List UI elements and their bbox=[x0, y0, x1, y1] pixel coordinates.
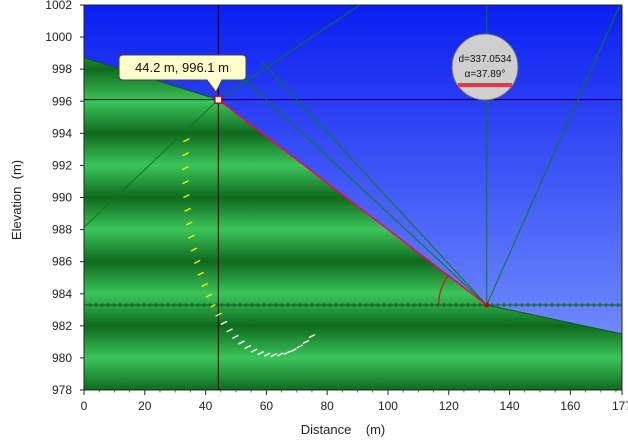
arc-tick bbox=[184, 207, 191, 212]
arc-tick bbox=[250, 348, 258, 353]
x-tick-label: 40 bbox=[199, 399, 213, 413]
arc-tick bbox=[201, 282, 208, 288]
y-tick-label: 1002 bbox=[45, 0, 72, 12]
x-tick-label: 60 bbox=[260, 399, 274, 413]
measurement-widget[interactable]: d=337.0534 α=37.89° bbox=[451, 33, 519, 101]
arc-tick bbox=[232, 334, 239, 339]
arc-tick bbox=[183, 138, 190, 143]
arc-tick bbox=[263, 352, 271, 357]
x-tick-label: 0 bbox=[81, 399, 88, 413]
y-axis-title: Elevation (m) bbox=[9, 160, 24, 240]
arc-tick bbox=[220, 320, 228, 326]
arc-tick bbox=[257, 351, 264, 356]
arc-tick bbox=[215, 312, 222, 317]
arc-tick bbox=[182, 152, 189, 157]
arc-tick bbox=[188, 234, 195, 239]
arc-tick bbox=[244, 344, 252, 350]
arc-tick bbox=[290, 348, 297, 353]
arc-tick bbox=[308, 334, 316, 339]
arc-tick bbox=[276, 352, 284, 357]
sight-line-lower bbox=[239, 74, 488, 306]
arc-tick bbox=[185, 221, 193, 226]
arc-tick bbox=[193, 259, 201, 264]
profile-line bbox=[217, 99, 488, 306]
distance-readout: d=337.0534 bbox=[458, 54, 512, 65]
y-tick-label: 984 bbox=[52, 287, 72, 301]
arc-tick bbox=[182, 166, 189, 171]
y-tick-label: 982 bbox=[52, 319, 72, 333]
arc-tick bbox=[190, 247, 198, 252]
angle-arc bbox=[438, 274, 450, 305]
selected-point-marker[interactable] bbox=[214, 95, 223, 104]
y-tick-label: 992 bbox=[52, 158, 72, 172]
arc-tick bbox=[283, 350, 291, 356]
arc-tick bbox=[183, 193, 190, 199]
x-tick-label: 140 bbox=[500, 399, 520, 413]
x-tick-label: 80 bbox=[320, 399, 334, 413]
arc-tick-marks bbox=[182, 138, 316, 358]
arc-tick bbox=[296, 344, 304, 349]
arc-tick bbox=[205, 293, 213, 298]
callout-text: 44.2 m, 996.1 m bbox=[135, 60, 229, 75]
left-diagonal-guide bbox=[84, 99, 219, 228]
arc-tick bbox=[226, 328, 233, 333]
y-tick-label: 1000 bbox=[45, 30, 72, 44]
baseline-minor-ticks bbox=[84, 302, 619, 307]
y-tick-label: 990 bbox=[52, 191, 72, 205]
y-tick-label: 994 bbox=[52, 126, 72, 140]
measurement-color-bar bbox=[458, 83, 512, 87]
y-tick-label: 980 bbox=[52, 351, 72, 365]
measurement-circle bbox=[451, 33, 519, 101]
x-axis-title: Distance (m) bbox=[301, 422, 386, 437]
x-tick-label: 160 bbox=[560, 399, 580, 413]
x-tick-label: 100 bbox=[378, 399, 398, 413]
y-axis-ticks: 978 980 982 984 986 988 990 992 994 996 998 1000 100… bbox=[45, 0, 84, 397]
x-tick-label: 120 bbox=[439, 399, 459, 413]
y-tick-label: 998 bbox=[52, 62, 72, 76]
point-callout: 44.2 m, 996.1 m bbox=[118, 54, 247, 93]
arc-tick bbox=[197, 271, 205, 276]
x-tick-label: 177 bbox=[612, 399, 628, 413]
y-tick-label: 978 bbox=[52, 383, 72, 397]
callout-box bbox=[118, 54, 247, 93]
arc-tick bbox=[238, 340, 245, 345]
sight-line-upper bbox=[261, 61, 488, 306]
x-axis-ticks: 0 20 40 60 80 100 120 140 160 177 bbox=[81, 390, 628, 413]
upper-diagonal-guide bbox=[218, 5, 361, 101]
arc-tick bbox=[182, 180, 189, 185]
angle-readout: α=37.89° bbox=[465, 69, 506, 80]
arc-tick bbox=[270, 353, 278, 358]
x-tick-label: 20 bbox=[138, 399, 152, 413]
y-tick-label: 986 bbox=[52, 255, 72, 269]
y-tick-label: 996 bbox=[52, 94, 72, 108]
right-diagonal-guide bbox=[486, 5, 621, 306]
target-point-marker[interactable] bbox=[484, 302, 490, 308]
y-tick-label: 988 bbox=[52, 223, 72, 237]
arc-tick bbox=[302, 339, 310, 344]
